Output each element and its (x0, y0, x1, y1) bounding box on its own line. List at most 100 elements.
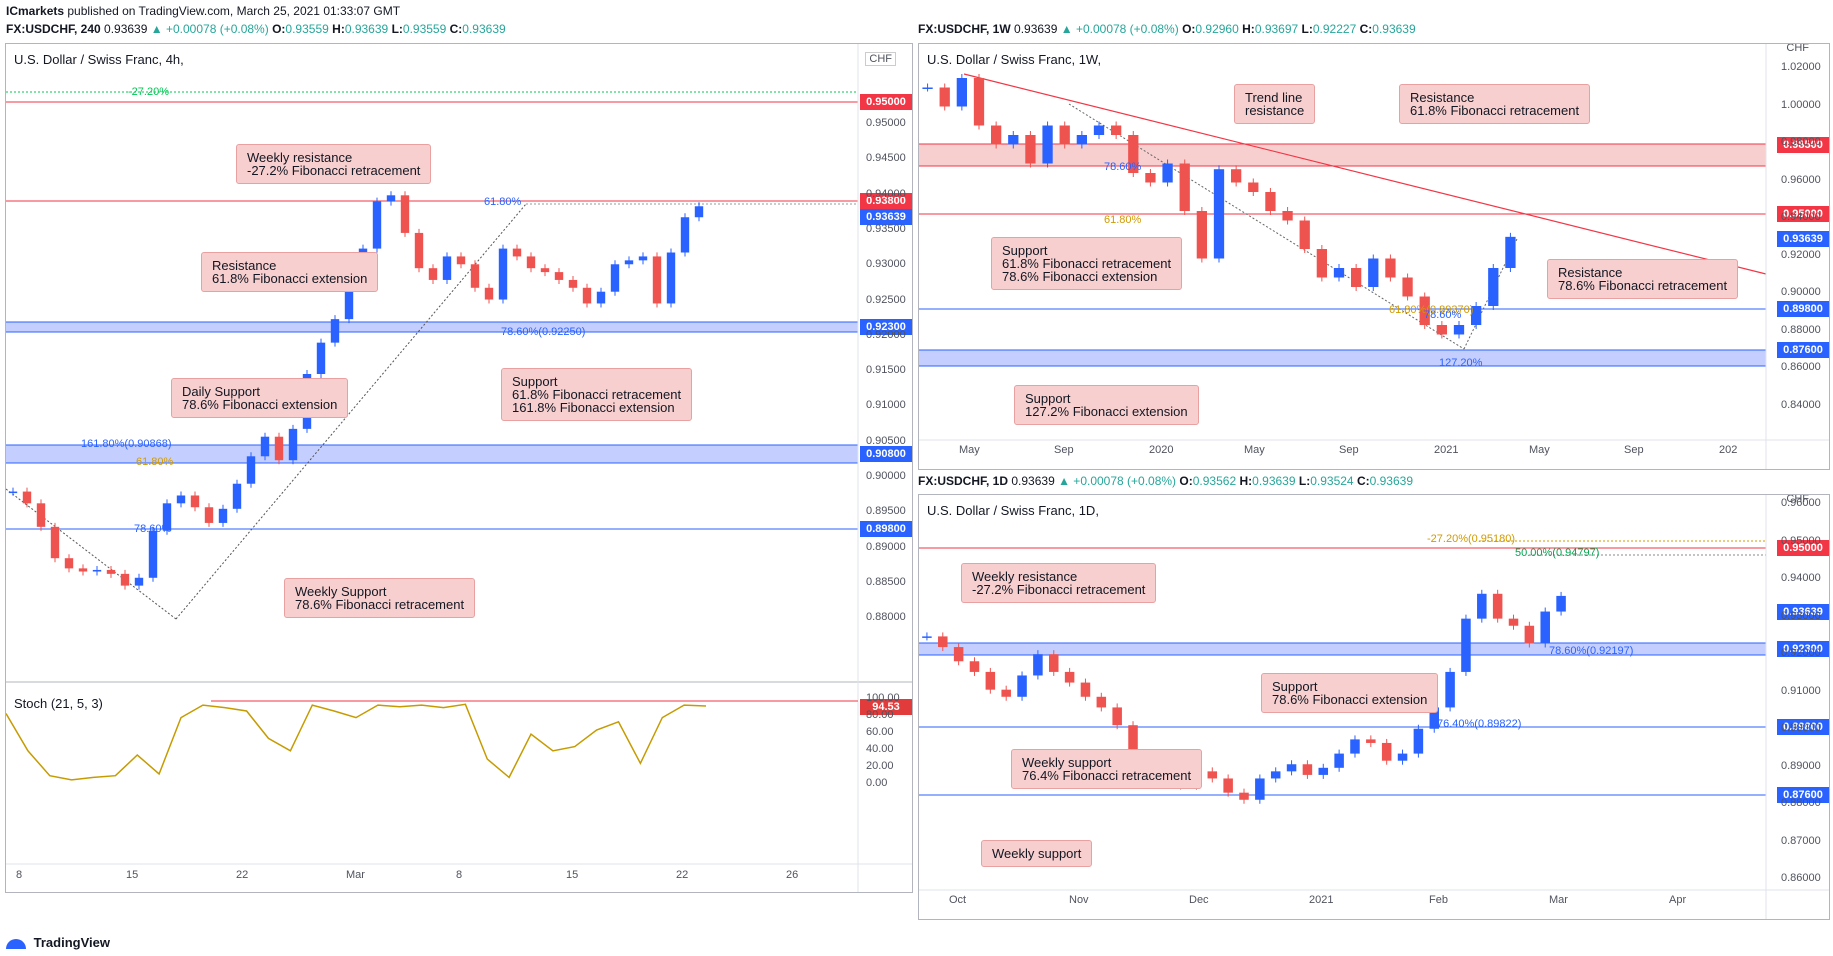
price-tick: 0.88000 (866, 611, 906, 624)
time-tick: Mar (346, 869, 365, 881)
symbol-line-h4: FX:USDCHF, 240 0.93639 ▲ +0.00078 (+0.08… (6, 22, 506, 36)
candle (568, 279, 578, 288)
candle (1453, 325, 1465, 335)
h4-tag-0923: 0.92300 (860, 319, 912, 335)
w1-note-support[interactable]: Support 61.8% Fibonacci retracement 78.6… (991, 237, 1183, 290)
candle (1351, 268, 1362, 287)
candle (470, 264, 480, 288)
w1-chart-svg[interactable] (919, 44, 1829, 469)
candle (1162, 163, 1173, 183)
candle (78, 568, 88, 572)
candle (1397, 753, 1408, 761)
d1-note-weekly-support[interactable]: Weekly support (981, 840, 1093, 867)
price-tick: 0.84000 (1781, 398, 1821, 411)
d1-note-support[interactable]: Support 78.6% Fibonacci extension (1261, 673, 1439, 713)
symbol-d1: FX:USDCHF, 1D (918, 474, 1009, 488)
price-tick: 0.86000 (1781, 872, 1821, 884)
h4-note-daily-support[interactable]: Daily Support 78.6% Fibonacci extension (171, 378, 349, 418)
candle (400, 195, 410, 233)
candle (1366, 739, 1376, 743)
h4-note-resistance[interactable]: Resistance 61.8% Fibonacci extension (201, 252, 379, 292)
support-zone-0876 (919, 350, 1766, 366)
price-tick: 0.87000 (1781, 834, 1821, 847)
w1-note-resistance-786[interactable]: Resistance 78.6% Fibonacci retracement (1547, 259, 1739, 299)
time-tick: 15 (126, 869, 139, 881)
d1-tag-095: 0.95000 (1777, 540, 1829, 556)
w1-fib-786b: 78.60% (1424, 309, 1462, 321)
price-tick: 0.94000 (866, 187, 906, 200)
price-tick: 0.92000 (1781, 248, 1821, 261)
time-tick: Nov (1069, 894, 1089, 906)
h4-fib-618: 61.80% (484, 196, 522, 208)
w1-fib-786: 78.60% (1104, 161, 1142, 173)
candle (582, 287, 592, 304)
candle (1112, 707, 1122, 726)
d1-note-weekly-support-764[interactable]: Weekly support 76.4% Fibonacci retraceme… (1011, 749, 1203, 789)
candle (1270, 771, 1281, 779)
price-tick: 1.02000 (1781, 61, 1821, 73)
w1-currency[interactable]: CHF (1786, 43, 1809, 54)
candle (1302, 764, 1313, 775)
candle (680, 217, 690, 253)
candle (8, 491, 18, 494)
candle (610, 264, 620, 292)
price-tick: 0.88000 (1781, 323, 1821, 336)
h4-note-support[interactable]: Support 61.8% Fibonacci retracement 161.… (501, 368, 693, 421)
d1-chart-svg[interactable] (919, 495, 1829, 919)
price-h4: 0.93639 (104, 22, 148, 36)
price-tick: 0.92000 (1781, 647, 1821, 659)
price-tick: 0.88000 (1781, 797, 1821, 809)
candle (414, 232, 424, 269)
high-w1: 0.93697 (1254, 22, 1299, 36)
candle (1059, 125, 1070, 145)
candle (1196, 211, 1207, 259)
candle (666, 252, 676, 304)
price-tick: 0.86000 (1781, 361, 1821, 373)
chart-panel-h4[interactable]: U.S. Dollar / Swiss Franc, 4h, CHF -27.2… (5, 43, 913, 893)
candle (36, 503, 46, 527)
w1-title: U.S. Dollar / Swiss Franc, 1W, (927, 52, 1102, 67)
h4-note-weekly-resistance[interactable]: Weekly resistance -27.2% Fibonacci retra… (236, 144, 432, 184)
w1-note-trend-line[interactable]: Trend line resistance (1234, 84, 1316, 124)
candle (176, 495, 186, 504)
price-tick: 0.89500 (866, 505, 906, 518)
h4-fib-1618: 161.80%(0.90868) (81, 438, 172, 450)
tradingview-footer[interactable]: TradingView (6, 935, 110, 950)
price-tick: 0.94000 (1781, 572, 1821, 584)
time-tick: 15 (566, 869, 579, 881)
candle (991, 125, 1002, 145)
price-tick: 0.93500 (866, 222, 906, 235)
symbol-w1: FX:USDCHF, 1W (918, 22, 1011, 36)
w1-note-support-1272[interactable]: Support 127.2% Fibonacci extension (1014, 385, 1199, 425)
h4-currency[interactable]: CHF (865, 52, 896, 66)
candle (1419, 296, 1430, 325)
d1-fib-764: 76.40%(0.89822) (1437, 718, 1522, 730)
price-tick: 0.98000 (1781, 136, 1821, 148)
candle (1128, 725, 1138, 754)
candle (1286, 764, 1297, 772)
time-tick: May (1244, 444, 1265, 456)
w1-note-resistance-618[interactable]: Resistance 61.8% Fibonacci retracement (1399, 84, 1591, 124)
candle (985, 671, 996, 690)
h4-tag-0898: 0.89800 (860, 521, 912, 537)
price-tick: 80.00 (866, 709, 894, 721)
candle (316, 342, 326, 374)
d1-note-weekly-resistance[interactable]: Weekly resistance -27.2% Fibonacci retra… (961, 563, 1157, 603)
chart-panel-w1[interactable]: U.S. Dollar / Swiss Franc, 1W, CHF 78.60… (918, 43, 1830, 470)
h4-fib-618b: 61.80% (136, 456, 174, 468)
trend-line (963, 73, 1767, 275)
stoch-value-tag: 94.53 (860, 699, 912, 715)
h4-chart-svg[interactable] (6, 44, 912, 892)
candle (232, 483, 242, 509)
candle (246, 456, 256, 484)
chart-panel-d1[interactable]: U.S. Dollar / Swiss Franc, 1D, CHF -27.2… (918, 494, 1830, 920)
d1-fib-786: 78.60%(0.92197) (1549, 645, 1634, 657)
h4-note-weekly-support[interactable]: Weekly Support 78.6% Fibonacci retraceme… (284, 578, 476, 618)
d1-currency[interactable]: CHF (1786, 494, 1809, 505)
candle (1128, 135, 1139, 173)
candle (624, 260, 634, 265)
w1-tag-0876: 0.87600 (1777, 342, 1829, 358)
author[interactable]: ICmarkets (6, 4, 65, 18)
h4-fib-neg27: -27.20% (128, 86, 169, 98)
price-tick: 0.90000 (866, 470, 906, 482)
